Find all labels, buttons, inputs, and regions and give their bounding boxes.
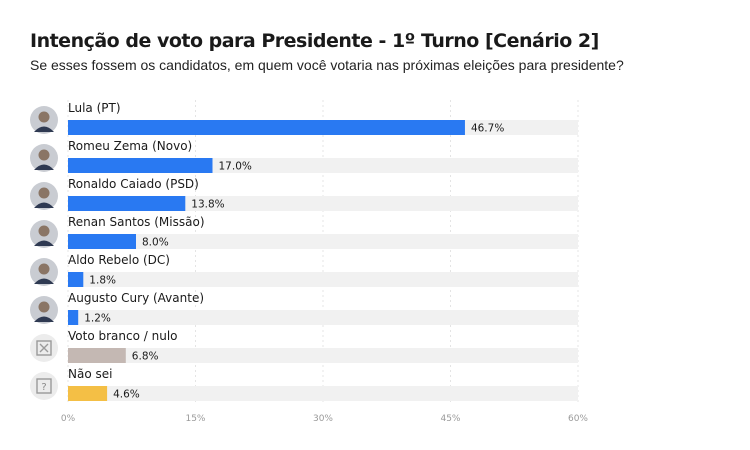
value-label: 1.8% (89, 275, 116, 287)
bar-track (68, 348, 578, 363)
bar-track (68, 196, 578, 211)
bar (68, 120, 465, 135)
avatar-body-icon (34, 164, 54, 170)
x-tick-label: 60% (568, 414, 588, 424)
category-label: Renan Santos (Missão) (68, 215, 205, 229)
value-label: 46.7% (471, 123, 504, 135)
x-tick-label: 0% (61, 414, 76, 424)
category-label: Voto branco / nulo (68, 329, 178, 343)
avatar-head-icon (38, 263, 50, 275)
bar (68, 234, 136, 249)
category-label: Romeu Zema (Novo) (68, 139, 192, 153)
avatar-body-icon (34, 278, 54, 284)
category-label: Lula (PT) (68, 101, 121, 115)
question-mark-icon: ? (41, 382, 46, 393)
value-label: 4.6% (113, 389, 140, 401)
bar-track (68, 386, 578, 401)
value-label: 6.8% (132, 351, 159, 363)
x-tick-label: 45% (440, 414, 460, 424)
avatar-head-icon (38, 111, 50, 123)
avatar-head-icon (38, 225, 50, 237)
bar (68, 158, 213, 173)
avatar-body-icon (34, 202, 54, 208)
category-label: Augusto Cury (Avante) (68, 291, 204, 305)
avatar-body-icon (34, 126, 54, 132)
x-tick-label: 30% (313, 414, 333, 424)
avatar-body-icon (34, 240, 54, 246)
category-label: Aldo Rebelo (DC) (68, 253, 170, 267)
bar-track (68, 272, 578, 287)
x-box-icon (36, 340, 52, 356)
bar (68, 386, 108, 401)
chart-subtitle: Se esses fossem os candidatos, em quem v… (30, 57, 624, 73)
value-label: 13.8% (191, 199, 224, 211)
bar (68, 196, 186, 211)
bar-track (68, 310, 578, 325)
category-label: Não sei (68, 367, 112, 381)
category-label: Ronaldo Caiado (PSD) (68, 177, 199, 191)
x-tick-label: 15% (185, 414, 205, 424)
value-label: 8.0% (142, 237, 169, 249)
value-label: 17.0% (219, 161, 252, 173)
question-box-icon (36, 378, 52, 394)
avatar-head-icon (38, 149, 50, 161)
avatar-body-icon (34, 316, 54, 322)
bar (68, 272, 84, 287)
bar-track (68, 234, 578, 249)
value-label: 1.2% (84, 313, 111, 325)
x-mark-icon (39, 343, 49, 353)
avatar-head-icon (38, 301, 50, 313)
bar (68, 348, 126, 363)
chart-title: Intenção de voto para Presidente - 1º Tu… (30, 30, 599, 52)
avatar-head-icon (38, 187, 50, 199)
bar (68, 310, 79, 325)
